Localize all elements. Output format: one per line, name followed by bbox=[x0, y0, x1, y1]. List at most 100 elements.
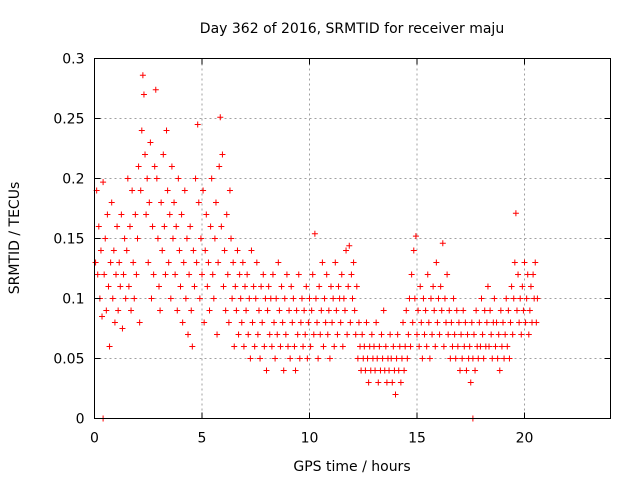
data-point bbox=[503, 295, 510, 302]
data-point bbox=[325, 307, 332, 314]
data-point bbox=[116, 259, 123, 266]
data-point bbox=[174, 307, 181, 314]
data-point bbox=[478, 295, 485, 302]
data-point bbox=[94, 271, 101, 278]
data-point bbox=[244, 271, 251, 278]
data-point bbox=[492, 343, 499, 350]
x-tick-label: 0 bbox=[90, 431, 99, 447]
data-point bbox=[321, 295, 328, 302]
data-point bbox=[145, 259, 152, 266]
data-point bbox=[383, 379, 390, 386]
data-point bbox=[433, 259, 440, 266]
data-point bbox=[329, 319, 336, 326]
data-point bbox=[340, 295, 347, 302]
data-point bbox=[298, 295, 305, 302]
data-point bbox=[138, 127, 145, 134]
data-point bbox=[501, 355, 508, 362]
data-point bbox=[160, 151, 167, 158]
data-point bbox=[216, 163, 223, 170]
data-point bbox=[204, 283, 211, 290]
data-point bbox=[277, 343, 284, 350]
data-point bbox=[253, 259, 260, 266]
data-point bbox=[435, 295, 442, 302]
data-point bbox=[470, 331, 477, 338]
data-point bbox=[504, 343, 511, 350]
data-point bbox=[414, 331, 420, 338]
data-point bbox=[386, 367, 393, 374]
data-point bbox=[519, 283, 526, 290]
data-point bbox=[274, 331, 281, 338]
data-point bbox=[240, 343, 247, 350]
data-point bbox=[292, 367, 299, 374]
data-point bbox=[458, 331, 465, 338]
data-point bbox=[415, 307, 422, 314]
data-point bbox=[443, 319, 450, 326]
data-point bbox=[102, 235, 109, 242]
data-point bbox=[349, 295, 356, 302]
data-point bbox=[318, 307, 325, 314]
data-point bbox=[168, 163, 175, 170]
data-point bbox=[147, 139, 154, 146]
data-point bbox=[491, 295, 498, 302]
data-point bbox=[242, 283, 248, 290]
y-tick-label: 0.25 bbox=[53, 112, 84, 128]
data-point bbox=[308, 307, 315, 314]
data-point bbox=[405, 331, 412, 338]
data-point bbox=[224, 271, 231, 278]
data-point bbox=[523, 295, 530, 302]
data-point bbox=[388, 355, 395, 362]
data-point bbox=[373, 319, 380, 326]
data-point bbox=[286, 307, 293, 314]
data-point bbox=[189, 343, 196, 350]
data-point bbox=[196, 295, 203, 302]
data-point bbox=[238, 319, 245, 326]
data-point bbox=[351, 307, 358, 314]
data-point bbox=[515, 271, 522, 278]
data-point bbox=[363, 319, 370, 326]
data-point bbox=[403, 307, 410, 314]
data-point bbox=[416, 343, 423, 350]
data-point bbox=[135, 163, 142, 170]
data-point bbox=[272, 355, 279, 362]
data-point bbox=[437, 283, 444, 290]
data-point bbox=[221, 247, 228, 254]
data-point bbox=[440, 343, 447, 350]
data-point bbox=[107, 259, 114, 266]
data-point bbox=[302, 331, 309, 338]
data-point bbox=[338, 271, 345, 278]
data-point bbox=[113, 271, 119, 278]
data-point bbox=[149, 223, 156, 230]
y-tick-label: 0.1 bbox=[62, 292, 84, 308]
data-point bbox=[133, 271, 140, 278]
data-point bbox=[162, 271, 169, 278]
data-point bbox=[150, 271, 157, 278]
data-point bbox=[516, 319, 523, 326]
data-point bbox=[447, 355, 454, 362]
data-point bbox=[380, 307, 387, 314]
data-point bbox=[451, 331, 458, 338]
data-point bbox=[378, 331, 385, 338]
data-point bbox=[477, 343, 484, 350]
data-point bbox=[236, 271, 243, 278]
data-point bbox=[192, 175, 199, 182]
data-point bbox=[267, 295, 274, 302]
data-point bbox=[271, 319, 278, 326]
data-point bbox=[263, 367, 270, 374]
data-point bbox=[476, 319, 483, 326]
data-point bbox=[508, 283, 515, 290]
x-tick-label: 15 bbox=[408, 431, 426, 447]
data-point bbox=[187, 223, 194, 230]
data-point bbox=[502, 331, 509, 338]
data-point bbox=[210, 295, 217, 302]
data-point bbox=[194, 121, 201, 128]
data-point bbox=[144, 175, 151, 182]
data-point bbox=[248, 247, 255, 254]
data-point bbox=[105, 283, 112, 290]
data-point bbox=[278, 283, 285, 290]
data-point bbox=[232, 283, 239, 290]
data-point bbox=[293, 307, 300, 314]
data-point bbox=[426, 355, 433, 362]
data-point bbox=[312, 295, 319, 302]
y-tick-label: 0 bbox=[76, 412, 85, 428]
data-point bbox=[92, 259, 99, 266]
